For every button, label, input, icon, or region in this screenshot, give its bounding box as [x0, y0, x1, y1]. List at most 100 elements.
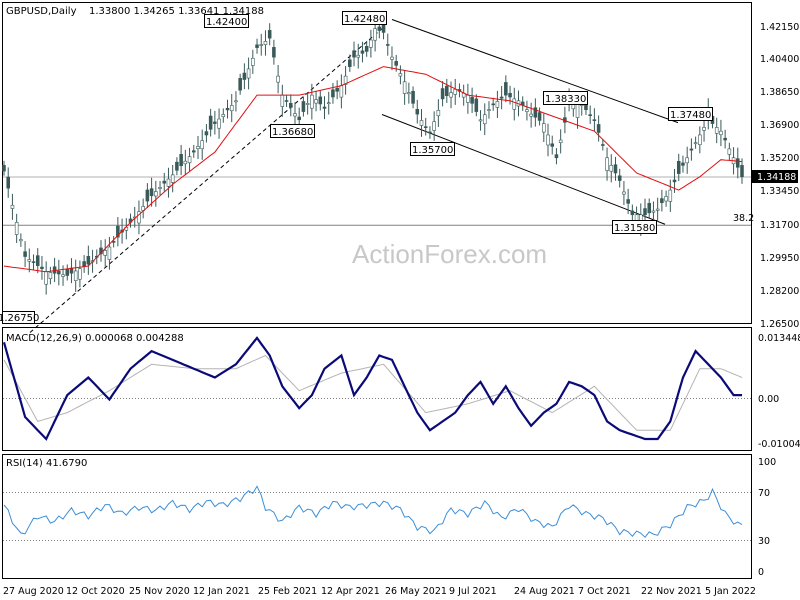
- candle-body: [609, 165, 614, 172]
- candle-body: [736, 158, 740, 168]
- candle-body: [217, 118, 221, 129]
- candle-body: [158, 187, 162, 189]
- x-tick-label: 26 May 2021: [385, 586, 447, 597]
- candle-body: [187, 156, 192, 164]
- candle-body: [423, 126, 428, 128]
- candle-body: [550, 143, 555, 147]
- candle-body: [2, 165, 6, 172]
- macd-y-tick: 0.00: [758, 394, 779, 405]
- annotation-1-42400: 1.42400: [204, 14, 249, 28]
- candle-body: [259, 44, 264, 46]
- candle-body: [335, 87, 339, 92]
- candle-body: [73, 270, 78, 281]
- candle-body: [116, 225, 120, 238]
- x-tick-label: 27 Aug 2020: [3, 586, 64, 597]
- x-tick-label: 25 Feb 2021: [258, 586, 317, 597]
- y-tick-label: 1.38650: [760, 87, 799, 98]
- annotation-label: 1.42400: [206, 17, 247, 28]
- candle-body: [398, 73, 403, 77]
- candle-body: [19, 239, 23, 242]
- candle-body: [596, 124, 601, 133]
- annotation-label: 1.26750: [0, 313, 39, 324]
- candle-body: [411, 90, 415, 104]
- candle-body: [478, 119, 483, 122]
- candle-body: [571, 104, 576, 110]
- candle-body: [449, 92, 453, 98]
- candle-body: [542, 123, 546, 133]
- candle-body: [558, 139, 563, 143]
- candle-body: [242, 72, 247, 80]
- candle-body: [402, 81, 407, 94]
- macd-series-group: [2, 336, 743, 441]
- rsi-series-group: [3, 485, 743, 539]
- candle-body: [57, 270, 61, 275]
- candle-body: [626, 199, 630, 204]
- candle-body: [719, 130, 723, 136]
- candle-body: [301, 101, 306, 112]
- candle-body: [272, 47, 276, 58]
- candle-body: [310, 94, 314, 109]
- x-tick-label: 12 Oct 2020: [66, 586, 125, 597]
- candle-body: [466, 94, 470, 103]
- candle-body: [668, 189, 673, 202]
- y-tick-label: 1.36900: [760, 120, 799, 131]
- candle-body: [407, 92, 411, 95]
- candle-body: [364, 45, 369, 52]
- candle-body: [326, 102, 331, 105]
- candle-body: [575, 104, 580, 118]
- candle-body: [512, 98, 517, 110]
- last-price-label: 1.34188: [757, 172, 796, 183]
- candle-body: [698, 134, 702, 146]
- candle-body: [491, 103, 495, 106]
- candle-body: [162, 180, 167, 184]
- channel-upper-line: [391, 19, 679, 124]
- candle-body: [660, 198, 664, 204]
- candle-body: [145, 189, 150, 202]
- candle-body: [213, 121, 217, 124]
- x-axis: 27 Aug 2020 12 Oct 2020 25 Nov 2020 12 J…: [3, 586, 756, 597]
- annotation-label: 1.38330: [545, 94, 586, 105]
- candle-body: [200, 140, 204, 150]
- candle-body: [204, 131, 209, 136]
- annotation-label: 1.31580: [614, 223, 655, 234]
- x-tick-label: 25 Nov 2020: [129, 586, 190, 597]
- candle-body: [267, 30, 272, 39]
- price-panel: [2, 2, 752, 324]
- candle-body: [394, 61, 398, 66]
- candle-body: [23, 251, 27, 257]
- x-tick-label: 5 Jan 2022: [705, 586, 756, 597]
- candle-body: [495, 101, 500, 108]
- candle-body: [246, 68, 251, 79]
- candle-body: [525, 109, 529, 112]
- rsi-y-tick: 70: [758, 488, 770, 499]
- candle-body: [647, 203, 651, 214]
- last-price-marker: 1.34188: [752, 170, 798, 183]
- candle-body: [31, 261, 36, 263]
- candle-body: [672, 179, 677, 183]
- candle-body: [415, 108, 420, 115]
- annotation-label: 1.35700: [412, 145, 453, 156]
- candle-body: [196, 146, 200, 149]
- candle-body: [428, 131, 432, 134]
- annotation-label: 1.36680: [272, 127, 313, 138]
- macd-title: MACD(12,26,9) 0.000068 0.004288: [6, 333, 184, 344]
- annotation-label: 1.37480: [670, 110, 711, 121]
- candle-body: [280, 94, 285, 107]
- candle-body: [305, 103, 310, 105]
- candle-body: [78, 268, 82, 280]
- annotation-1-42480: 1.42480: [342, 11, 387, 25]
- candle-body: [385, 44, 390, 46]
- candle-body: [588, 114, 592, 116]
- candle-body: [255, 44, 259, 48]
- candle-body: [154, 191, 158, 197]
- candle-body: [40, 266, 44, 269]
- candle-body: [470, 96, 474, 104]
- candle-body: [103, 250, 107, 256]
- candle-body: [676, 160, 681, 174]
- candle-body: [170, 174, 175, 183]
- candle-body: [284, 100, 289, 102]
- candle-body: [554, 154, 559, 159]
- x-tick-label: 24 Aug 2021: [514, 586, 575, 597]
- watermark: ActionForex.com: [352, 239, 547, 269]
- annotation-1-37480: 1.37480: [668, 107, 713, 121]
